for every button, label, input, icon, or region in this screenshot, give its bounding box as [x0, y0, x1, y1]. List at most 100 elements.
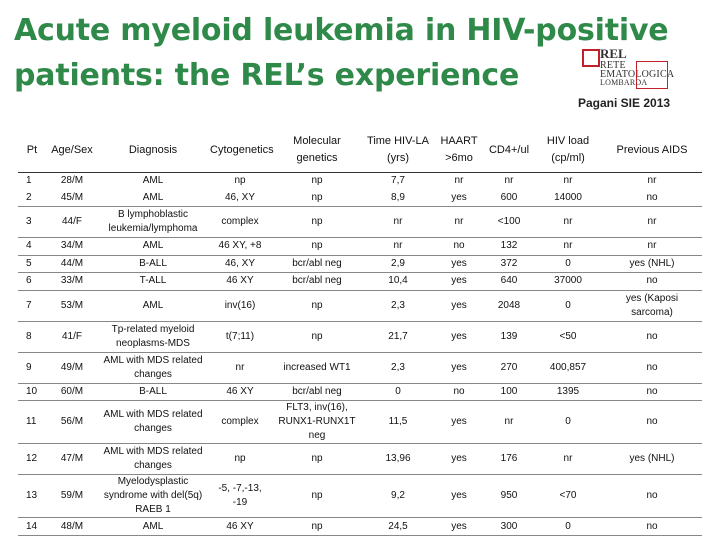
cell-pt: 12	[18, 443, 46, 476]
cell-hiv-load: <70	[534, 474, 602, 519]
cell-previous-aids: no	[602, 474, 702, 519]
cell-pt: 14	[18, 517, 46, 536]
header-diagnosis: Diagnosis	[98, 128, 208, 173]
rel-logo: REL RETE EMATOLOGICA LOMBARDA	[582, 46, 674, 97]
cell-diagnosis: AML with MDS related changes	[98, 443, 208, 476]
table-row: 5 44/M B-ALL 46, XY bcr/abl neg 2,9 yes 372 0 yes…	[18, 255, 702, 274]
cell-hiv-load: nr	[534, 443, 602, 476]
cell-haart: nr	[454, 175, 464, 187]
table-row: 10 60/M B-ALL 46 XY bcr/abl neg 0 no 100 1395 no	[18, 383, 702, 402]
cell-cytogenetics: 46 XY	[208, 383, 272, 402]
cell-cd4: 640	[484, 272, 534, 291]
cell-cd4: 270	[484, 352, 534, 384]
cell-haart: no	[434, 383, 484, 402]
cell-previous-aids: no	[602, 383, 702, 402]
cell-diagnosis: AML	[98, 517, 208, 536]
cell-cd4: 2048	[484, 290, 534, 322]
cell-cytogenetics: -5, -7,-13, -19	[208, 474, 272, 519]
cell-pt: 2	[18, 189, 46, 207]
table-row: 3 44/F B lymphoblastic leukemia/lymphoma co…	[18, 206, 702, 238]
cell-age-sex: 45/M	[46, 189, 98, 207]
cell-age-sex: 33/M	[46, 272, 98, 291]
cell-cd4: 176	[484, 443, 534, 476]
cell-diagnosis: AML with MDS related changes	[98, 352, 208, 384]
cell-hiv-load: 0	[534, 255, 602, 274]
header-cytogenetics: Cytogenetics	[208, 128, 274, 173]
cell-previous-aids: nr	[602, 237, 702, 256]
logo-square-icon	[582, 49, 600, 67]
header-molecular-genetics: Molecular genetics	[272, 128, 362, 173]
cell-time-hiv-la: 10,4	[362, 272, 434, 291]
cell-haart: yes	[434, 352, 484, 384]
table-row: 8 41/F Tp-related myeloid neoplasms-MDS t(7…	[18, 321, 702, 353]
cell-time-hiv-la: 2,9	[362, 255, 434, 274]
header-previous-aids: Previous AIDS	[602, 128, 702, 173]
cell-hiv-load: nr	[534, 206, 602, 238]
cell-hiv-load: nr	[534, 237, 602, 256]
cell-pt: 4	[18, 237, 46, 256]
table-row: 2 45/M AML 46, XY np 8,9 yes 600 14000 no	[18, 189, 702, 207]
cell-cd4: nr	[484, 400, 534, 445]
cell-pt: 3	[18, 206, 46, 238]
cell-age-sex: 47/M	[46, 443, 98, 476]
cell-age-sex: 41/F	[46, 321, 98, 353]
table-header-row: Pt Age/Sex Diagnosis Cytogenetics Molecu…	[18, 128, 702, 173]
cell-cd4: 132	[484, 237, 534, 256]
cell-age-sex: 34/M	[46, 237, 98, 256]
logo-line-3: LOMBARDA	[600, 78, 648, 87]
cell-time-hiv-la: 2,3	[362, 290, 434, 322]
cell-cd4: 600	[484, 189, 534, 207]
cell-time-hiv-la: nr	[362, 206, 434, 238]
cell-diagnosis: AML	[142, 175, 164, 187]
cell-haart: nr	[434, 206, 484, 238]
cell-diagnosis: AML	[98, 290, 208, 322]
cell-molecular-genetics: np	[272, 474, 362, 519]
header-age-sex: Age/Sex	[46, 128, 98, 173]
cell-time-hiv-la: 21,7	[362, 321, 434, 353]
cell-previous-aids: yes (Kaposi sarcoma)	[602, 290, 702, 322]
cell-previous-aids: yes (NHL)	[602, 443, 702, 476]
cell-age-sex: 44/F	[46, 206, 98, 238]
cell-molecular-genetics: np	[311, 175, 323, 187]
header-cd4: CD4+/ul	[484, 128, 534, 173]
table-row: 12 47/M AML with MDS related changes np np 13…	[18, 443, 702, 476]
cell-previous-aids: no	[602, 321, 702, 353]
cell-age-sex: 59/M	[46, 474, 98, 519]
cell-time-hiv-la: 7,7	[391, 175, 405, 187]
header-time-hiv-la: Time HIV-LA (yrs)	[362, 128, 434, 173]
cell-cytogenetics: complex	[208, 400, 272, 445]
cell-previous-aids: no	[602, 189, 702, 207]
cell-molecular-genetics: np	[272, 189, 362, 207]
cell-pt: 9	[18, 352, 46, 384]
cell-haart: no	[434, 237, 484, 256]
cell-pt: 11	[18, 400, 46, 445]
cell-haart: yes	[434, 400, 484, 445]
cell-cytogenetics: 46 XY	[208, 517, 272, 536]
cell-haart: yes	[434, 290, 484, 322]
cell-haart: yes	[434, 321, 484, 353]
cell-molecular-genetics: np	[272, 517, 362, 536]
cell-cd4: 139	[484, 321, 534, 353]
cell-time-hiv-la: 8,9	[362, 189, 434, 207]
cell-cytogenetics: np	[234, 175, 246, 187]
cell-age-sex: 60/M	[46, 383, 98, 402]
cell-pt: 7	[18, 290, 46, 322]
cell-previous-aids: no	[602, 517, 702, 536]
cell-diagnosis: AML with MDS related changes	[98, 400, 208, 445]
table-row: 9 49/M AML with MDS related changes nr incre…	[18, 352, 702, 384]
cell-diagnosis: Tp-related myeloid neoplasms-MDS	[98, 321, 208, 353]
table-row: 6 33/M T-ALL 46 XY bcr/abl neg 10,4 yes 640 3700…	[18, 272, 702, 291]
cell-cytogenetics: nr	[208, 352, 272, 384]
cell-haart: yes	[434, 272, 484, 291]
cell-hiv-load: 37000	[534, 272, 602, 291]
cell-molecular-genetics: bcr/abl neg	[272, 272, 362, 291]
cell-age-sex: 53/M	[46, 290, 98, 322]
cell-cd4: 100	[484, 383, 534, 402]
cell-diagnosis: Myelodysplastic syndrome with del(5q) RA…	[98, 474, 208, 519]
cell-age-sex: 48/M	[46, 517, 98, 536]
cell-molecular-genetics: np	[272, 237, 362, 256]
cell-previous-aids: nr	[647, 175, 657, 187]
cell-pt: 13	[18, 474, 46, 519]
title-line-2: patients: the REL’s experience	[14, 58, 520, 93]
cell-previous-aids: yes (NHL)	[602, 255, 702, 274]
